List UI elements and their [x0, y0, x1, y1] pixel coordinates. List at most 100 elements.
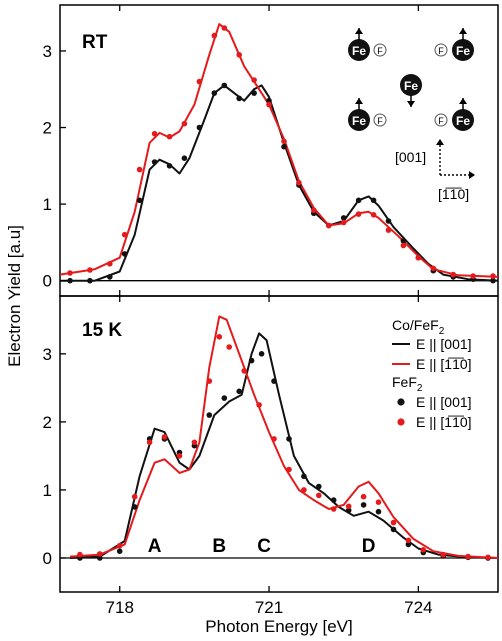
data-point-1-3-18: [345, 503, 352, 510]
f-ion: [434, 43, 448, 57]
data-point-0-2-9: [211, 90, 218, 96]
series-line-0-0: [60, 84, 499, 282]
data-point-0-3-0: [67, 270, 73, 276]
data-point-1-2-18: [345, 507, 352, 514]
f-ion-label: F: [438, 116, 444, 126]
bottom-series-group: [69, 315, 499, 561]
data-point-0-3-9: [211, 32, 218, 39]
bottom-y-ticks: 0 1 2 3: [43, 345, 66, 568]
data-point-0-3-19: [355, 211, 362, 217]
fe-atom-label: Fe: [352, 44, 366, 58]
data-point-1-2-8: [206, 412, 213, 418]
legend-red-dot-label: E || [1̅1̅0]: [416, 414, 472, 430]
peak-label-C: C: [257, 536, 271, 557]
data-point-0-2-22: [400, 238, 407, 244]
data-point-1-3-10: [226, 344, 232, 350]
data-point-1-2-3: [131, 504, 138, 510]
fe-atom: [400, 74, 422, 96]
data-point-0-3-4: [136, 166, 143, 173]
y-tick-label: 3: [43, 42, 52, 61]
fe-atom-label: Fe: [404, 79, 418, 93]
top-panel: 0 1 2 3 RT Fe F F Fe Fe Fe F F Fe [001] [1̅1̅0]: [43, 4, 499, 297]
y-tick-label: 2: [43, 119, 52, 138]
data-point-0-2-4: [136, 197, 143, 204]
data-point-1-3-7: [191, 439, 198, 446]
legend-group2-title: FeF2: [392, 374, 423, 394]
fe-atom-label: Fe: [456, 44, 470, 58]
y-tick-label: 1: [43, 481, 52, 500]
data-point-0-3-14: [281, 138, 287, 145]
data-point-0-3-10: [221, 25, 228, 31]
data-point-0-3-23: [415, 254, 422, 261]
data-point-0-2-7: [181, 155, 188, 161]
x-tick-label: 718: [106, 598, 134, 617]
legend-black-dot-swatch: [397, 398, 405, 406]
data-point-0-3-17: [326, 222, 332, 229]
data-point-0-3-7: [181, 120, 188, 127]
data-point-1-3-21: [390, 519, 397, 526]
bottom-x-ticks: 718 721 724: [106, 296, 433, 617]
data-point-0-2-12: [251, 90, 257, 96]
axis-arrow-horizontal-head: [469, 171, 475, 179]
f-ion-label: F: [438, 46, 444, 56]
data-point-0-3-11: [236, 52, 242, 58]
data-point-0-2-19: [355, 197, 362, 204]
bottom-plot-frame: [59, 295, 499, 593]
top-series-group: [59, 23, 499, 284]
data-point-1-2-14: [286, 436, 292, 442]
data-point-1-3-23: [420, 547, 427, 553]
y-axis-label: Electron Yield [a.u]: [5, 225, 24, 367]
peak-label-A: A: [148, 536, 162, 557]
f-ion-label: F: [377, 116, 383, 126]
f-ion: [434, 113, 448, 127]
data-point-0-3-5: [151, 130, 158, 137]
data-point-0-3-6: [166, 133, 173, 140]
peak-label-B: B: [212, 536, 226, 557]
series-line-0-1: [59, 23, 499, 278]
top-panel-label: RT: [82, 32, 108, 53]
data-point-1-3-24: [440, 551, 447, 558]
axis-label-001: [001]: [395, 149, 426, 165]
data-point-0-3-8: [196, 78, 203, 85]
data-point-1-2-2: [116, 548, 123, 554]
data-point-0-2-0: [67, 277, 73, 284]
data-point-0-2-18: [340, 215, 347, 221]
data-point-1-3-3: [131, 493, 138, 500]
data-point-1-3-11: [241, 368, 247, 374]
data-point-0-2-13: [266, 97, 272, 104]
f-ion-label: F: [377, 46, 383, 56]
data-point-1-3-14: [286, 466, 292, 473]
data-point-1-2-9: [221, 395, 228, 401]
data-point-1-3-17: [330, 506, 337, 512]
data-point-0-3-13: [266, 101, 272, 108]
data-point-0-3-12: [251, 77, 257, 83]
data-point-1-3-16: [316, 492, 322, 499]
legend-group1-title: Co/FeF2: [392, 317, 445, 337]
data-point-0-2-10: [221, 82, 228, 89]
data-point-1-3-5: [161, 434, 168, 440]
data-point-0-2-11: [236, 95, 242, 102]
data-point-1-2-21: [390, 526, 397, 533]
legend-red-line-label: E || [1̅1̅0]: [416, 356, 472, 372]
f-ion: [373, 43, 387, 57]
data-point-1-2-17: [330, 497, 337, 503]
top-y-ticks: 0 1 2 3: [43, 5, 420, 296]
data-point-1-3-0: [77, 551, 83, 558]
data-point-0-2-14: [281, 143, 287, 150]
data-point-0-3-2: [107, 261, 113, 267]
series-line-1-1: [69, 315, 499, 559]
spin-arrow-head: [459, 28, 467, 34]
data-point-1-3-8: [206, 378, 213, 384]
data-point-1-2-11: [248, 357, 255, 364]
data-point-0-3-26: [470, 273, 476, 279]
legend-red-dot-swatch: [397, 418, 405, 426]
data-point-1-2-13: [271, 378, 277, 384]
legend: Co/FeF2 E || [001] E || [1̅1̅0] FeF2 E |…: [392, 317, 472, 430]
data-point-1-3-15: [301, 487, 307, 493]
data-point-1-2-16: [316, 483, 322, 490]
data-point-1-3-13: [271, 436, 277, 442]
fe-atom: [452, 109, 474, 131]
y-tick-label: 1: [43, 195, 52, 214]
data-point-1-3-26: [485, 554, 491, 561]
data-point-0-3-3: [121, 231, 128, 238]
